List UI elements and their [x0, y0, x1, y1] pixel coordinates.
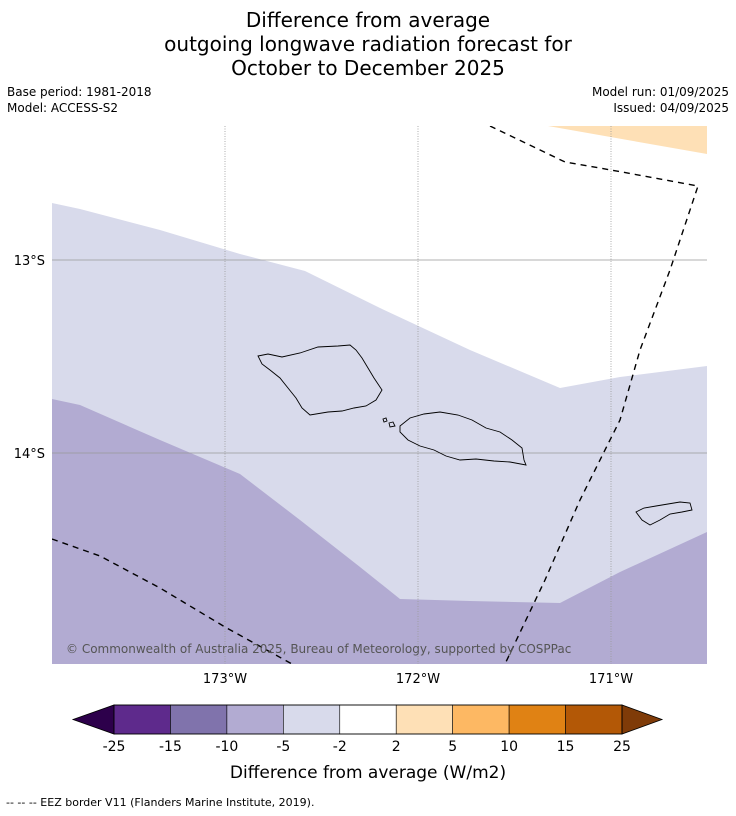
colorbar-tick-label: 2 [392, 739, 401, 755]
model-run: Model run: 01/09/2025 [591, 85, 729, 99]
lat-label-14s: 14°S [14, 447, 45, 462]
colorbar-segment [113, 704, 171, 735]
eez-border-north [489, 126, 699, 664]
coastlines [257, 344, 693, 526]
anomaly-band-orange [548, 126, 707, 154]
title-line-1: Difference from average [245, 8, 491, 32]
colorbar-tick-label: -2 [333, 739, 347, 755]
copyright-text: © Commonwealth of Australia 2025, Bureau… [66, 642, 571, 656]
colorbar-tick-label: 25 [613, 739, 631, 755]
colorbar-ticks: -25 -15 -10 -5 -2 2 5 10 15 25 [103, 739, 631, 755]
tutuila-island [635, 501, 693, 526]
colorbar-segment [452, 704, 510, 735]
colorbar-tick-label: 5 [448, 739, 457, 755]
colorbar-segment [283, 704, 341, 735]
colorbar-segments [113, 704, 623, 735]
title-line-2: outgoing longwave radiation forecast for [164, 32, 572, 56]
colorbar-tick-label: -10 [215, 739, 238, 755]
savaii-island [257, 344, 383, 416]
grid-lines [52, 126, 707, 664]
colorbar-tick-label: -5 [276, 739, 290, 755]
eez-borders [52, 126, 699, 664]
issued-date: Issued: 04/09/2025 [613, 101, 729, 115]
colorbar-tick-label: -25 [103, 739, 126, 755]
colorbar-segment [226, 704, 284, 735]
eez-border-southwest [52, 538, 293, 664]
colorbar-segment [339, 704, 397, 735]
upolu-island [399, 411, 527, 466]
lat-label-13s: 13°S [14, 254, 45, 269]
colorbar: -25 -15 -10 -5 -2 2 5 10 15 25 Difference from av… [71, 704, 664, 783]
colorbar-arrow-low [71, 704, 115, 735]
map-area: © Commonwealth of Australia 2025, Bureau… [52, 126, 707, 664]
colorbar-segment [170, 704, 228, 735]
colorbar-tick-label: 10 [500, 739, 518, 755]
eez-footnote: -- -- -- EEZ border V11 (Flanders Marine… [6, 796, 315, 809]
lat-labels: 13°S 14°S [14, 254, 45, 462]
colorbar-tick-label: -15 [159, 739, 182, 755]
colorbar-segment [395, 704, 453, 735]
lon-label-171w: 171°W [589, 672, 633, 687]
lon-label-172w: 172°W [396, 672, 440, 687]
model-name: Model: ACCESS-S2 [7, 101, 119, 115]
colorbar-segment [508, 704, 566, 735]
meta-right: Model run: 01/09/2025 Issued: 04/09/2025 [592, 84, 729, 116]
colorbar-frame [113, 704, 623, 735]
lon-label-173w: 173°W [203, 672, 247, 687]
anomaly-band-medium [52, 399, 707, 664]
meta-left: Base period: 1981-2018 Model: ACCESS-S2 [7, 84, 152, 116]
chart-title: Difference from average outgoing longwav… [0, 8, 736, 80]
manono-islet [388, 421, 396, 428]
title-line-3: October to December 2025 [231, 56, 505, 80]
colorbar-arrow-high [621, 704, 664, 735]
lon-labels: 173°W 172°W 171°W [203, 672, 633, 687]
base-period: Base period: 1981-2018 [7, 85, 152, 99]
colorbar-tick-label: 15 [557, 739, 575, 755]
colorbar-segment [565, 704, 623, 735]
colorbar-label: Difference from average (W/m2) [230, 763, 506, 783]
apolima-islet [382, 417, 388, 423]
